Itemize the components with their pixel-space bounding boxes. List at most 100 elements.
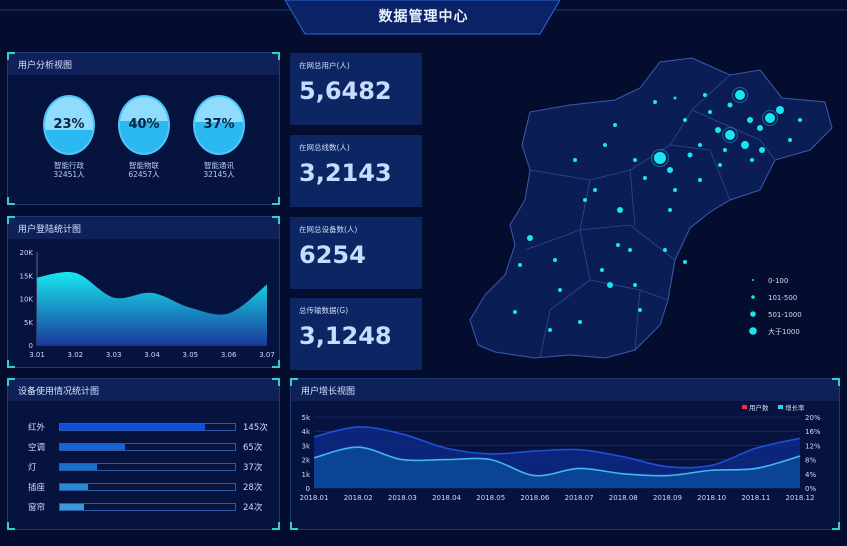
device-name: 空调: [28, 443, 46, 453]
device-usage-panel: 设备使用情况统计图 红外 145次 空调 65次灯 37次 插座 28次 窗帘 24次: [7, 378, 280, 530]
stat-card: 总传输数据(G) 3,1248: [290, 298, 422, 370]
map-marker[interactable]: [578, 320, 582, 324]
map-marker[interactable]: [708, 110, 712, 114]
map-marker[interactable]: [698, 178, 702, 182]
stat-value: 6254: [299, 241, 366, 269]
legend-dot-icon: [752, 279, 754, 281]
map-marker[interactable]: [683, 260, 687, 264]
legend-dot-icon: [750, 311, 756, 317]
map-marker[interactable]: [747, 117, 753, 123]
map-marker[interactable]: [654, 152, 666, 164]
panel-title: 用户登陆统计图: [8, 217, 279, 239]
map-marker[interactable]: [613, 123, 617, 127]
map-marker[interactable]: [643, 176, 647, 180]
map-marker[interactable]: [735, 90, 745, 100]
map-marker[interactable]: [513, 310, 517, 314]
map-marker[interactable]: [607, 282, 613, 288]
growth-rate-line: [313, 446, 801, 477]
x-tick-label: 3.05: [183, 351, 199, 359]
header-frame: [0, 0, 847, 35]
map-marker[interactable]: [673, 96, 677, 100]
percent-gauge: 37%: [193, 95, 245, 155]
map-marker[interactable]: [573, 158, 577, 162]
map-marker[interactable]: [663, 248, 667, 252]
map-marker[interactable]: [518, 263, 522, 267]
map-marker[interactable]: [715, 127, 721, 133]
x-tick-label: 3.03: [106, 351, 122, 359]
map-marker[interactable]: [638, 308, 642, 312]
map-marker[interactable]: [628, 248, 632, 252]
map-marker[interactable]: [633, 158, 637, 162]
y-right-tick: 4%: [805, 471, 816, 479]
y-tick-label: 15K: [20, 272, 34, 280]
y-left-tick: 4k: [301, 428, 310, 436]
marker-halo: [651, 149, 669, 167]
x-tick-label: 2018.01: [300, 494, 329, 502]
map-marker[interactable]: [776, 106, 784, 114]
map-marker[interactable]: [633, 283, 637, 287]
map-marker[interactable]: [798, 118, 802, 122]
map-marker[interactable]: [553, 258, 557, 262]
map-marker[interactable]: [727, 102, 733, 108]
y-tick-label: 0: [29, 342, 33, 350]
map-marker[interactable]: [765, 113, 775, 123]
map-marker[interactable]: [788, 138, 792, 142]
map-marker[interactable]: [673, 188, 677, 192]
map-marker[interactable]: [600, 268, 604, 272]
map-legend-label: 0-100: [768, 277, 788, 285]
map-marker[interactable]: [725, 130, 735, 140]
device-bar-row: 灯 37次: [28, 461, 278, 473]
device-name: 红外: [28, 423, 46, 433]
legend-dot-icon: [749, 327, 757, 335]
map-marker[interactable]: [653, 100, 657, 104]
map-marker[interactable]: [723, 148, 727, 152]
legend-label: 用户数: [749, 403, 769, 412]
x-tick-label: 2018.03: [388, 494, 417, 502]
legend-label: 增长率: [785, 403, 805, 412]
map-marker[interactable]: [617, 207, 623, 213]
x-tick-label: 2018.08: [609, 494, 638, 502]
map-marker[interactable]: [741, 141, 749, 149]
marker-halo: [732, 87, 748, 103]
x-tick-label: 2018.12: [786, 494, 815, 502]
x-tick-label: 2018.07: [565, 494, 594, 502]
stat-label: 总传输数据(G): [299, 306, 349, 315]
users-line: [313, 426, 801, 469]
marker-halo: [722, 127, 738, 143]
map-marker[interactable]: [593, 188, 597, 192]
map-marker[interactable]: [683, 118, 687, 122]
stat-label: 在网总设备数(人): [299, 225, 358, 234]
bar-track: [59, 423, 236, 431]
map-marker[interactable]: [558, 288, 562, 292]
map-marker[interactable]: [759, 147, 765, 153]
user-analysis-panel: 用户分析视图 23% 智能行政 32451人 40% 智能物联 62457人 37% 智能通讯…: [7, 52, 280, 205]
map-marker[interactable]: [750, 158, 754, 162]
panel-title: 用户分析视图: [8, 53, 279, 75]
map-marker[interactable]: [616, 243, 620, 247]
map-marker[interactable]: [687, 152, 693, 158]
growth-rate-area: [314, 447, 800, 488]
page-title: 数据管理中心: [378, 9, 469, 25]
bar-fill: [60, 424, 205, 430]
x-tick-label: 3.02: [68, 351, 84, 359]
bar-fill: [60, 444, 125, 450]
map-marker[interactable]: [718, 163, 722, 167]
map-marker[interactable]: [527, 235, 533, 241]
map-marker[interactable]: [583, 198, 587, 202]
bar-fill: [60, 484, 88, 490]
map-legend-label: 大于1000: [768, 327, 800, 336]
map-marker[interactable]: [757, 125, 763, 131]
map-marker[interactable]: [603, 143, 607, 147]
map-marker[interactable]: [548, 328, 552, 332]
x-tick-label: 3.06: [221, 351, 237, 359]
map-legend-label: 501-1000: [768, 311, 802, 319]
device-bar-row: 窗帘 24次: [28, 501, 278, 513]
device-bar-row: 插座 28次: [28, 481, 278, 493]
map-marker[interactable]: [703, 93, 707, 97]
y-left-tick: 0: [306, 485, 310, 493]
y-left-tick: 1k: [301, 471, 310, 479]
map-marker[interactable]: [698, 143, 702, 147]
map-marker[interactable]: [667, 167, 673, 173]
x-tick-label: 3.07: [259, 351, 275, 359]
map-marker[interactable]: [668, 208, 672, 212]
